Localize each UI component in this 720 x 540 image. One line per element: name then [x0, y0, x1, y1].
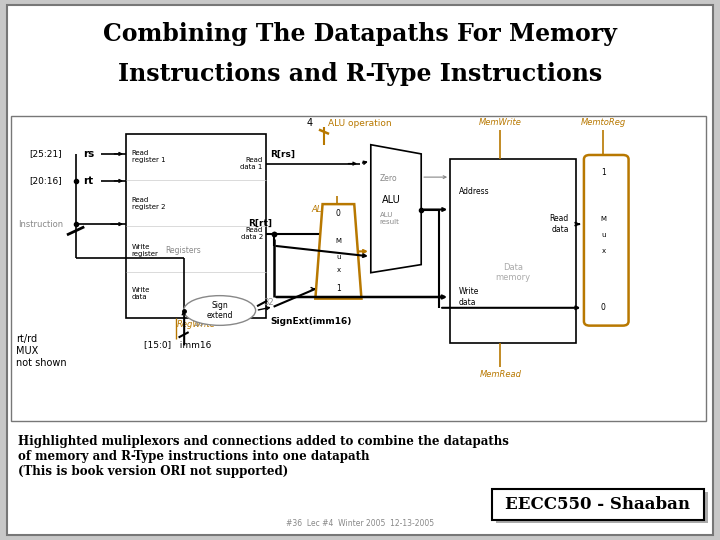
Text: Write
register: Write register	[132, 244, 158, 256]
Polygon shape	[585, 159, 622, 321]
Text: Instruction: Instruction	[18, 220, 63, 228]
Text: Sign
extend: Sign extend	[207, 301, 233, 320]
Text: 0: 0	[601, 303, 606, 312]
Text: Data
memory: Data memory	[495, 263, 531, 282]
Text: rt/rd
MUX
not shown: rt/rd MUX not shown	[16, 334, 66, 368]
Text: MemRead: MemRead	[480, 370, 521, 379]
Text: Address: Address	[459, 187, 490, 196]
Text: Write
data: Write data	[132, 287, 150, 300]
Text: [20:16]: [20:16]	[29, 177, 61, 185]
FancyBboxPatch shape	[584, 155, 629, 326]
Text: M: M	[336, 238, 341, 244]
Text: Highlighted muliplexors and connections added to combine the datapaths
of memory: Highlighted muliplexors and connections …	[18, 435, 509, 478]
Text: Read
data: Read data	[549, 214, 569, 234]
Text: R[rs]: R[rs]	[270, 150, 295, 158]
Polygon shape	[315, 204, 361, 299]
Text: Read
data 2: Read data 2	[240, 227, 263, 240]
Text: 32: 32	[263, 298, 274, 307]
Text: M: M	[600, 215, 606, 222]
Polygon shape	[371, 145, 421, 273]
Text: MemWrite: MemWrite	[479, 118, 522, 127]
Text: x: x	[601, 248, 606, 254]
Text: 4: 4	[307, 118, 312, 128]
Text: x: x	[336, 267, 341, 273]
Bar	[126, 134, 266, 318]
Text: [25:21]: [25:21]	[29, 150, 61, 158]
Ellipse shape	[184, 295, 256, 325]
Text: R[rt]: R[rt]	[317, 282, 341, 291]
Text: ALU: ALU	[382, 195, 400, 205]
Text: ALUSrc: ALUSrc	[312, 205, 342, 214]
Text: 1: 1	[336, 285, 341, 293]
Text: u: u	[601, 232, 606, 238]
Bar	[450, 159, 576, 343]
Text: Write
data: Write data	[459, 287, 479, 307]
Text: Combining The Datapaths For Memory: Combining The Datapaths For Memory	[103, 22, 617, 45]
Text: Read
data 1: Read data 1	[240, 157, 263, 170]
Text: ALU operation: ALU operation	[328, 119, 391, 127]
Text: rt: rt	[83, 176, 93, 186]
Text: Read
register 2: Read register 2	[132, 197, 166, 210]
Text: EECC550 - Shaaban: EECC550 - Shaaban	[505, 496, 690, 513]
Bar	[11, 116, 706, 421]
Text: [15:0]   imm16: [15:0] imm16	[144, 340, 212, 349]
Bar	[496, 492, 708, 523]
Text: 16: 16	[193, 320, 204, 328]
Text: 1: 1	[601, 168, 606, 177]
Text: MemtoReg: MemtoReg	[581, 118, 626, 127]
Text: Registers: Registers	[166, 246, 202, 254]
Text: #36  Lec #4  Winter 2005  12-13-2005: #36 Lec #4 Winter 2005 12-13-2005	[286, 519, 434, 528]
Text: ALU
result: ALU result	[379, 212, 400, 225]
Text: 0: 0	[336, 210, 341, 218]
Text: rs: rs	[83, 149, 94, 159]
Text: RegWrite: RegWrite	[176, 320, 215, 329]
Text: SignExt(imm16): SignExt(imm16)	[270, 317, 351, 326]
Bar	[492, 489, 704, 520]
Text: Zero: Zero	[379, 174, 397, 183]
Text: Instructions and R-Type Instructions: Instructions and R-Type Instructions	[118, 62, 602, 86]
Text: u: u	[336, 254, 341, 260]
Text: R[rt]: R[rt]	[248, 219, 272, 227]
Text: Read
register 1: Read register 1	[132, 150, 166, 163]
